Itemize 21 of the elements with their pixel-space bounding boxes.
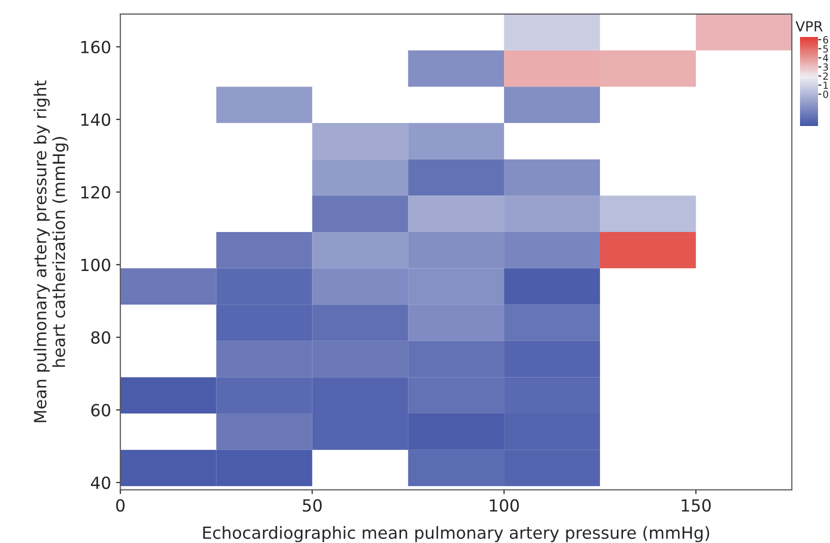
y-axis-title: Mean pulmonary artery pressure by right heart catherization (mmHg) bbox=[34, 80, 68, 422]
color-bar-label: 6 bbox=[823, 36, 828, 44]
y-tick-label: 60 bbox=[91, 404, 110, 416]
y-tick-label: 80 bbox=[91, 331, 110, 344]
x-tick-label: 150 bbox=[682, 499, 711, 512]
y-tick-label: 120 bbox=[81, 186, 110, 199]
color-bar-label: 2 bbox=[823, 72, 828, 80]
x-tick-label: 50 bbox=[302, 499, 322, 512]
color-bar-label: 4 bbox=[823, 54, 828, 62]
x-tick-label: 0 bbox=[116, 499, 125, 512]
x-axis-title: Echocardiographic mean pulmonary artery pressure (mmHg) bbox=[203, 526, 710, 542]
color-bar-label: 5 bbox=[823, 45, 828, 53]
color-bar-label: 3 bbox=[823, 63, 828, 71]
y-tick-label: 40 bbox=[90, 476, 110, 490]
y-tick-label: 160 bbox=[81, 40, 110, 54]
color-bar-label: 1 bbox=[824, 82, 828, 89]
y-tick-label: 100 bbox=[81, 258, 110, 272]
color-bar-label: 0 bbox=[823, 90, 828, 98]
color-bar-title: VPR bbox=[796, 21, 823, 32]
x-tick-label: 100 bbox=[490, 499, 519, 512]
y-tick-label: 140 bbox=[81, 113, 110, 126]
